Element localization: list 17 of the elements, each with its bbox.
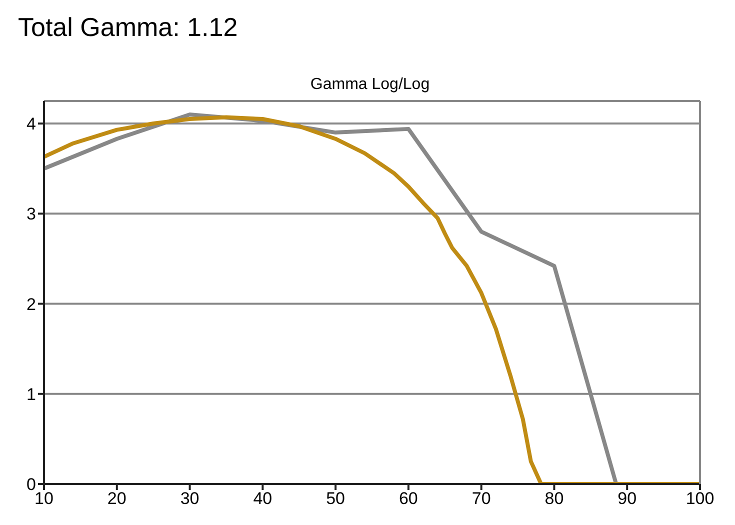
x-tick-label: 100 — [686, 489, 714, 508]
y-tick-label: 3 — [26, 204, 36, 224]
x-tick-label: 20 — [107, 489, 126, 508]
chart-subtitle: Gamma Log/Log — [309, 75, 431, 95]
x-tick-label: 40 — [253, 489, 272, 508]
x-tick-label: 10 — [34, 489, 54, 508]
y-tick-label: 0 — [26, 475, 36, 494]
x-tick-label: 30 — [180, 489, 200, 508]
x-tick-label: 60 — [398, 489, 418, 508]
x-tick-label: 80 — [544, 489, 564, 508]
x-tick-label: 90 — [618, 489, 637, 508]
y-tick-label: 1 — [26, 384, 36, 404]
y-tick-label: 4 — [26, 114, 36, 134]
y-tick-label: 2 — [26, 294, 36, 314]
x-tick-label: 70 — [472, 489, 491, 508]
x-tick-label: 50 — [326, 489, 346, 508]
chart-title: Total Gamma: 1.12 — [17, 11, 239, 44]
